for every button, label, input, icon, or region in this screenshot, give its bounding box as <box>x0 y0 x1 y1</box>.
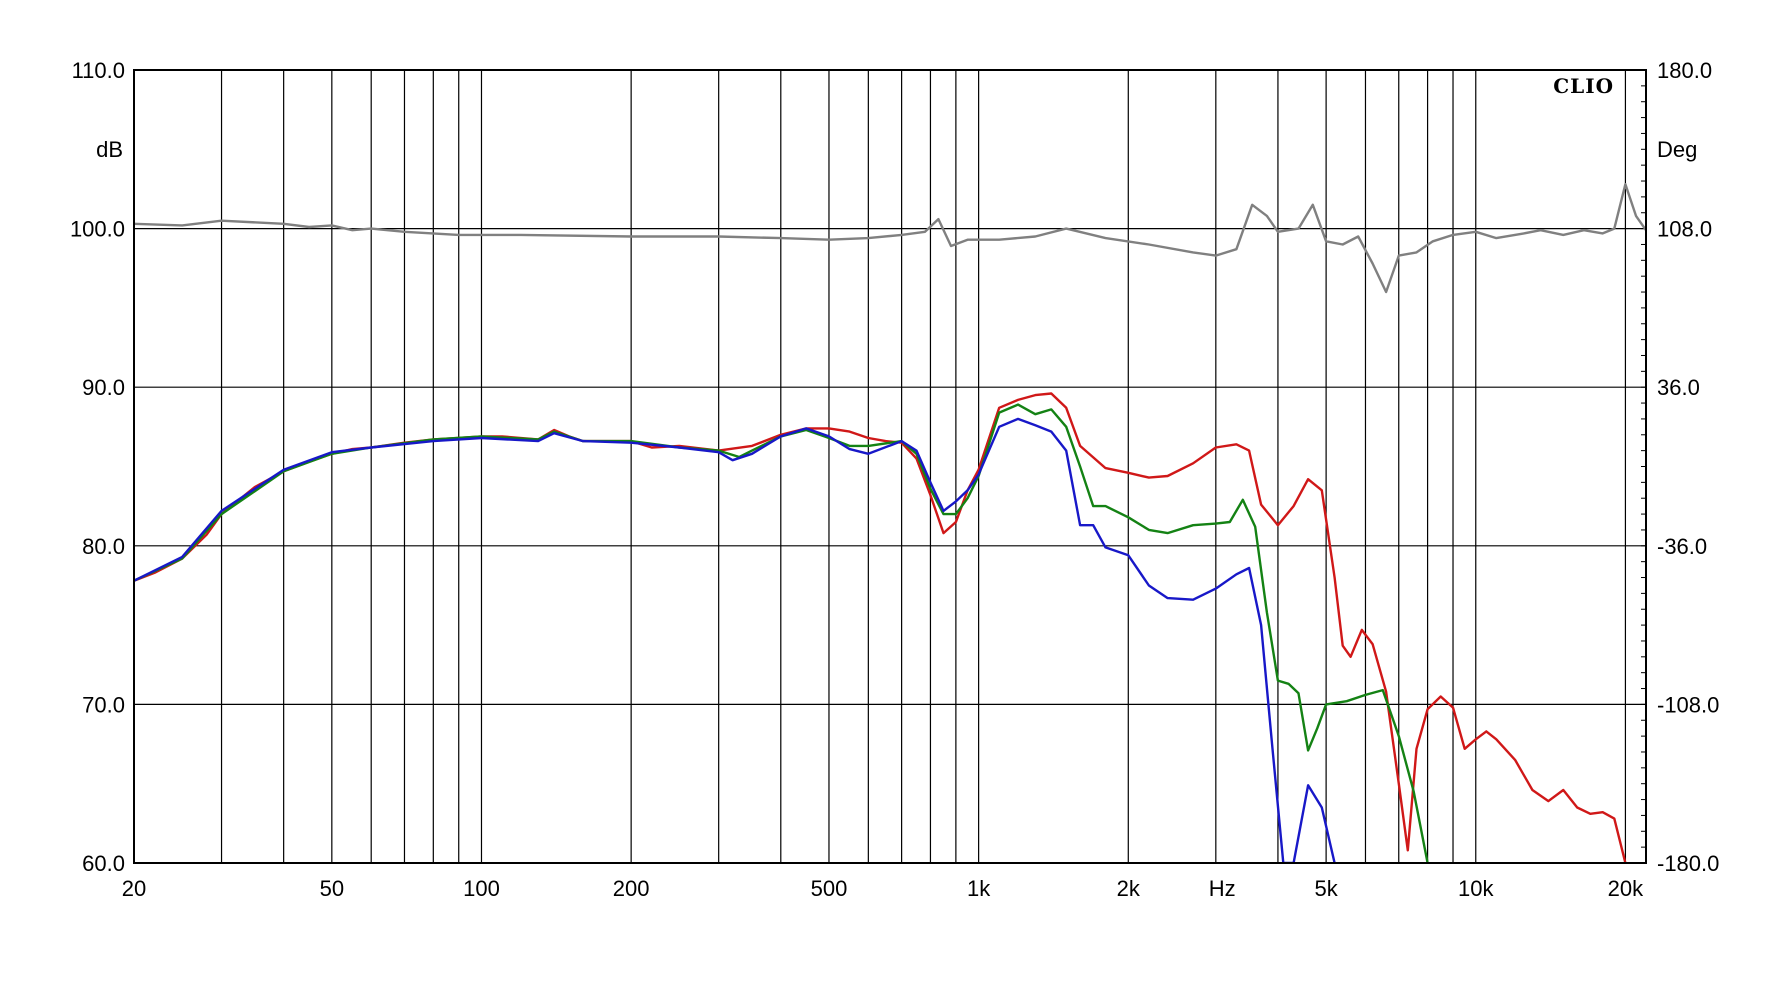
y-left-tick-label: 110.0 <box>72 58 125 83</box>
x-tick-label: 200 <box>613 876 650 901</box>
x-tick-label: 10k <box>1458 876 1494 901</box>
x-tick-label: 20 <box>122 876 146 901</box>
y-right-tick-label: -36.0 <box>1657 534 1707 559</box>
y-right-tick-label: 108.0 <box>1657 217 1712 242</box>
series-line-4 <box>134 417 1336 863</box>
series-line-1 <box>134 183 1646 294</box>
x-unit-label: Hz <box>1209 876 1236 901</box>
y-left-tick-label: 60.0 <box>82 851 125 876</box>
y-left-tick-label: 80.0 <box>82 534 125 559</box>
x-tick-label: 20k <box>1608 876 1644 901</box>
x-tick-label: 2k <box>1117 876 1141 901</box>
series-group <box>134 183 1646 863</box>
series-line-2 <box>134 392 1627 863</box>
y-left-unit-label: dB <box>96 137 123 162</box>
x-tick-label: 50 <box>320 876 344 901</box>
plot-frame <box>133 69 1647 864</box>
y-right-tick-label: 180.0 <box>1657 58 1712 83</box>
x-tick-label: 500 <box>811 876 848 901</box>
y-right-tick-label: -180.0 <box>1657 851 1719 876</box>
grid-layer <box>133 69 1646 864</box>
y-right-tick-label: -108.0 <box>1657 692 1719 717</box>
y-left-tick-label: 100.0 <box>70 217 125 242</box>
y-left-tick-label: 70.0 <box>82 692 125 717</box>
series-layer <box>134 183 1646 863</box>
y-right-unit-label: Deg <box>1657 137 1697 162</box>
y-right-tick-label: 36.0 <box>1657 375 1700 400</box>
y-left-tick-label: 90.0 <box>82 375 125 400</box>
x-tick-label: 100 <box>463 876 500 901</box>
label-layer: 110.0 100.0 90.0 80.0 70.0 60.0 180.0 108.0 36.0… <box>70 58 1719 901</box>
clio-brand-text: CLIO <box>1553 74 1614 98</box>
x-tick-label: 5k <box>1314 876 1338 901</box>
x-tick-label: 1k <box>967 876 991 901</box>
